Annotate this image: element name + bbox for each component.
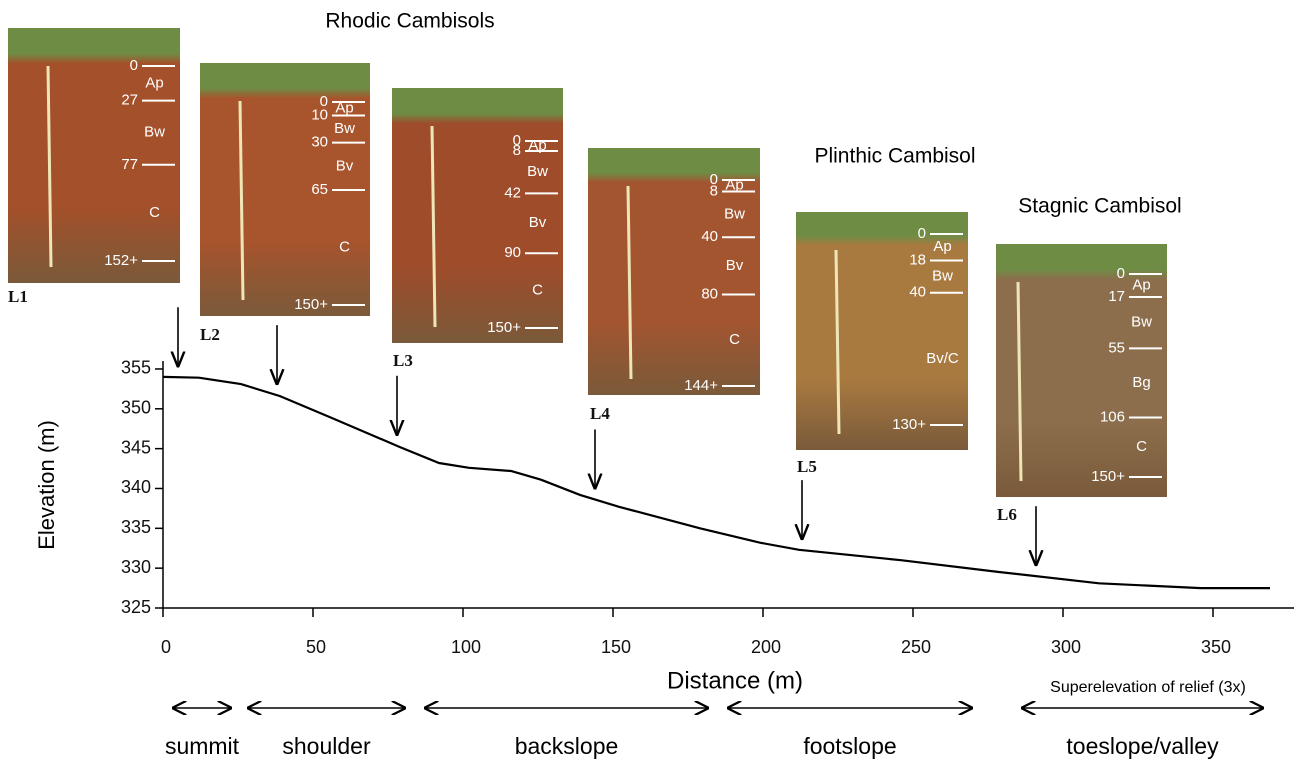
measuring-pole (46, 65, 53, 268)
x-tick-label: 50 (306, 637, 326, 657)
landform-label: summit (165, 733, 240, 759)
profile-photo (392, 88, 563, 343)
y-tick-label: 325 (121, 597, 151, 617)
horizon-label: Bv/C (926, 350, 959, 367)
x-tick-label: 150 (601, 637, 631, 657)
depth-label: 30 (311, 134, 328, 151)
depth-label: 150+ (294, 296, 328, 313)
depth-label: 144+ (684, 377, 718, 394)
landform-label: backslope (515, 733, 619, 759)
x-tick-label: 0 (161, 637, 171, 657)
landform-label: shoulder (282, 733, 371, 759)
horizon-label: Bg (1132, 374, 1150, 391)
depth-label: 0 (320, 93, 328, 110)
elevation-line (162, 375, 1270, 590)
horizon-label: Ap (1132, 276, 1150, 293)
depth-label: 152+ (104, 252, 138, 269)
depth-label: 40 (701, 228, 718, 245)
depth-label: 0 (513, 132, 521, 149)
horizon-label: C (532, 282, 543, 299)
depth-label: 27 (121, 92, 138, 109)
depth-label: 0 (918, 225, 926, 242)
x-tick-label: 100 (451, 637, 481, 657)
location-label: L1 (8, 287, 28, 306)
x-tick-label: 250 (901, 637, 931, 657)
measuring-pole (238, 100, 245, 301)
depth-label: 18 (909, 251, 926, 268)
y-tick-label: 335 (121, 517, 151, 537)
depth-label: 8 (513, 142, 521, 159)
landform-label: toeslope/valley (1066, 733, 1219, 759)
horizon-label: Ap (335, 100, 353, 117)
depth-label: 130+ (892, 416, 926, 433)
measuring-pole (834, 249, 841, 435)
landform-label: footslope (803, 733, 896, 759)
location-label: L6 (997, 505, 1017, 524)
x-tick-label: 300 (1051, 637, 1081, 657)
depth-label: 65 (311, 181, 328, 198)
horizon-label: Ap (933, 238, 951, 255)
depth-label: 8 (710, 182, 718, 199)
y-tick-label: 345 (121, 437, 151, 457)
profile-photo (588, 148, 760, 395)
horizon-label: C (1136, 438, 1147, 455)
note: Superelevation of relief (3x) (1050, 679, 1246, 696)
horizon-label: Ap (528, 137, 546, 154)
horizon-label: Bw (724, 205, 745, 222)
y-tick-label: 330 (121, 557, 151, 577)
profile-photo (8, 28, 180, 283)
x-tick-label: 200 (751, 637, 781, 657)
depth-label: 0 (130, 57, 138, 74)
horizon-label: Ap (145, 74, 163, 91)
horizon-label: Bw (527, 163, 548, 180)
depth-label: 80 (701, 285, 718, 302)
horizon-label: C (149, 204, 160, 221)
depth-label: 40 (909, 284, 926, 301)
depth-label: 0 (710, 171, 718, 188)
horizon-label: C (729, 331, 740, 348)
horizon-label: Bv (529, 214, 547, 231)
depth-label: 10 (311, 107, 328, 124)
depth-label: 90 (504, 244, 521, 261)
depth-label: 0 (1117, 265, 1125, 282)
horizon-label: Bv (726, 257, 744, 274)
depth-label: 42 (504, 184, 521, 201)
depth-label: 150+ (487, 319, 521, 336)
location-label: L2 (200, 325, 220, 344)
depth-label: 77 (121, 156, 138, 173)
y-tick-label: 340 (121, 477, 151, 497)
depth-label: 55 (1108, 339, 1125, 356)
y-axis-title: Elevation (m) (34, 420, 59, 550)
horizon-label: Ap (725, 177, 743, 194)
group-title: Rhodic Cambisols (325, 10, 494, 33)
measuring-pole (626, 185, 633, 380)
depth-label: 106 (1100, 408, 1125, 425)
horizon-label: Bv (336, 157, 354, 174)
measuring-pole (1016, 281, 1023, 482)
horizon-label: C (339, 238, 350, 255)
location-label: L4 (590, 404, 610, 423)
horizon-label: Bw (932, 268, 953, 285)
group-title: Plinthic Cambisol (814, 145, 975, 168)
depth-label: 17 (1108, 288, 1125, 305)
horizon-label: Bw (144, 124, 165, 141)
location-label: L5 (797, 457, 817, 476)
profile-photo (796, 212, 968, 450)
x-tick-label: 350 (1201, 637, 1231, 657)
depth-label: 150+ (1091, 468, 1125, 485)
measuring-pole (430, 125, 437, 328)
y-tick-label: 350 (121, 398, 151, 418)
horizon-label: Bw (334, 120, 355, 137)
x-axis-title: Distance (m) (667, 667, 803, 694)
profile-photo (996, 244, 1167, 497)
horizon-label: Bw (1131, 314, 1152, 331)
location-label: L3 (393, 351, 413, 370)
group-title: Stagnic Cambisol (1018, 195, 1181, 218)
y-tick-label: 355 (121, 358, 151, 378)
